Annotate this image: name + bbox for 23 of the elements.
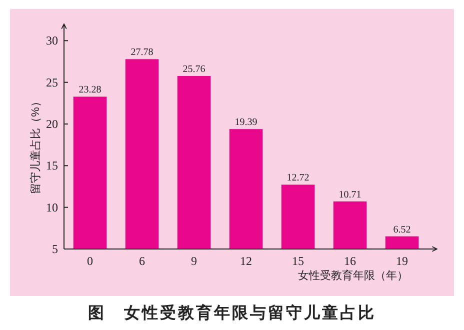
x-tick-label: 16 — [344, 254, 356, 268]
y-tick-label: 25 — [46, 75, 58, 90]
x-tick-label: 9 — [191, 254, 197, 268]
data-label: 6.52 — [393, 224, 411, 236]
data-label: 19.39 — [234, 117, 258, 128]
x-tick-label: 15 — [292, 254, 304, 268]
y-tick-label: 5 — [52, 242, 58, 256]
text: 图 女性受教育年限与留守儿童占比 — [88, 303, 376, 322]
y-tick-label: 10 — [46, 200, 58, 214]
data-label: 23.28 — [78, 84, 102, 96]
data-label: 10.71 — [338, 189, 362, 200]
data-label: 27.78 — [130, 47, 154, 58]
y-tick-label: 30 — [46, 34, 58, 48]
x-tick-label: 6 — [139, 254, 145, 268]
y-axis-title: 留守儿童占比（%） — [29, 96, 42, 194]
x-tick-label: 19 — [396, 254, 408, 268]
y-tick-label: 15 — [46, 158, 58, 173]
x-tick-label: 12 — [240, 254, 252, 268]
x-tick-label: 0 — [87, 254, 93, 268]
y-tick-label: 20 — [46, 117, 58, 131]
data-label: 25.76 — [182, 64, 206, 75]
x-axis-title: 女性受教育年限（年） — [298, 269, 408, 282]
data-label: 12.72 — [286, 172, 310, 184]
